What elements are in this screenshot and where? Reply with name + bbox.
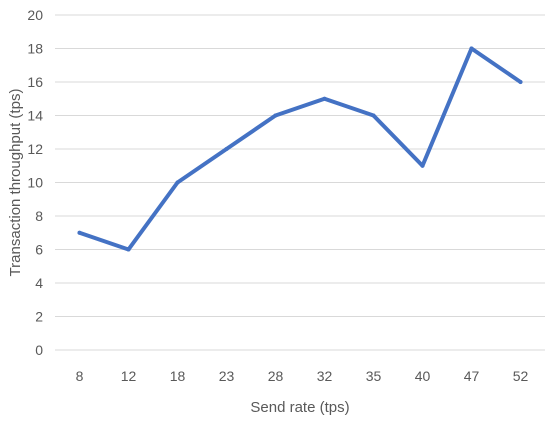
data-point bbox=[126, 247, 131, 252]
data-point bbox=[371, 113, 376, 118]
x-axis-title: Send rate (tps) bbox=[250, 399, 349, 416]
series-group bbox=[77, 46, 523, 252]
y-tick-label: 0 bbox=[35, 342, 43, 358]
x-tick-label: 8 bbox=[76, 368, 84, 384]
x-tick-label: 28 bbox=[268, 368, 284, 384]
x-tick-label: 12 bbox=[121, 368, 137, 384]
y-axis-title: Transaction throughput (tps) bbox=[7, 89, 24, 277]
gridlines bbox=[55, 14, 545, 351]
y-tick-label: 6 bbox=[35, 242, 43, 258]
y-tick-label: 18 bbox=[27, 41, 43, 57]
data-point bbox=[469, 46, 474, 51]
y-tick-label: 16 bbox=[27, 74, 43, 90]
y-tick-label: 12 bbox=[27, 141, 43, 157]
y-tick-label: 10 bbox=[27, 175, 43, 191]
x-tick-label: 18 bbox=[170, 368, 186, 384]
data-point bbox=[224, 147, 229, 151]
y-tick-label: 2 bbox=[35, 309, 43, 325]
x-tick-label: 40 bbox=[415, 368, 431, 384]
x-tick-label: 47 bbox=[464, 368, 480, 384]
data-point bbox=[273, 113, 278, 118]
data-point bbox=[322, 96, 327, 101]
x-tick-label: 23 bbox=[219, 368, 235, 384]
data-point bbox=[518, 80, 523, 84]
data-point bbox=[77, 230, 82, 235]
y-axis-tick-labels: 0 2 4 6 8 10 12 14 16 18 20 bbox=[27, 7, 43, 358]
y-tick-label: 4 bbox=[35, 275, 43, 291]
y-tick-label: 14 bbox=[27, 108, 43, 124]
x-axis-tick-labels: 8 12 18 23 28 32 35 40 47 52 bbox=[76, 368, 529, 384]
data-point bbox=[420, 163, 425, 168]
x-tick-label: 52 bbox=[513, 368, 529, 384]
x-tick-label: 35 bbox=[366, 368, 382, 384]
y-tick-label: 8 bbox=[35, 208, 43, 224]
data-point bbox=[175, 180, 180, 185]
x-tick-label: 32 bbox=[317, 368, 333, 384]
series-line bbox=[77, 46, 523, 252]
y-tick-label: 20 bbox=[27, 7, 43, 23]
